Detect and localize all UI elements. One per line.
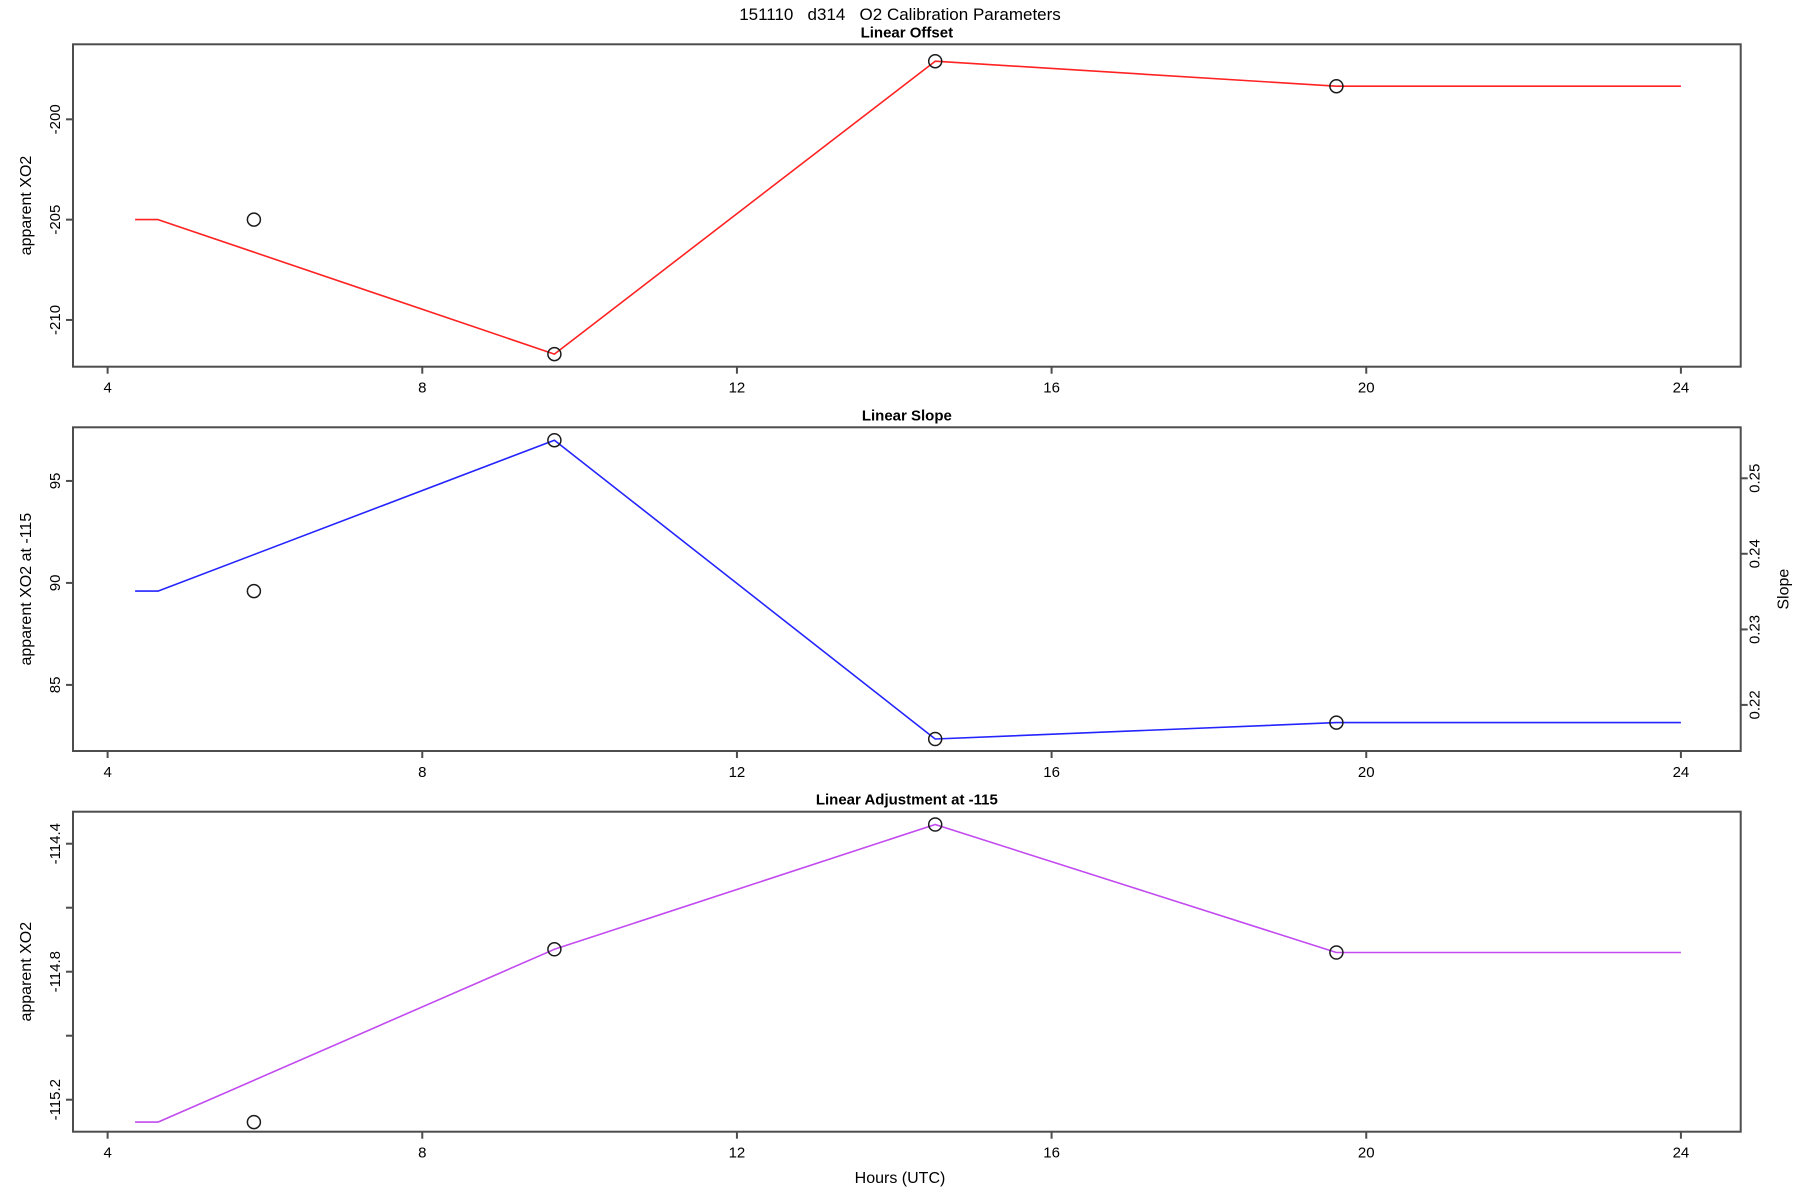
data-marker: [927, 731, 943, 747]
y-axis-label: apparent XO2 at -115: [18, 513, 35, 666]
data-marker: [547, 942, 562, 957]
x-tick-label: 12: [729, 764, 746, 781]
panel-3: Linear Adjustment at -115 4 8 12 16 20 24 -115.…: [18, 792, 1742, 1162]
y-tick-label: 85: [47, 677, 64, 694]
x-tick-label: 24: [1673, 380, 1690, 397]
x-tick-label: 12: [729, 1145, 746, 1162]
x-tick-label: 4: [103, 764, 111, 781]
x-tick-label: 20: [1358, 764, 1375, 781]
right-tick-label: 0.24: [1747, 539, 1764, 568]
x-tick-label: 16: [1043, 1145, 1060, 1162]
data-marker: [246, 1114, 262, 1130]
data-marker: [547, 432, 562, 448]
panel-title: Linear Offset: [861, 24, 954, 41]
right-tick-label: 0.25: [1747, 464, 1764, 493]
data-line: [135, 439, 1681, 740]
y-tick-label: 95: [47, 473, 64, 490]
data-marker: [1329, 78, 1344, 94]
panel-2: Linear Slope 4 8 12 16 20 24 85 90 95 0.22 0.23 0.24…: [18, 407, 1793, 781]
x-tick-label: 20: [1358, 1145, 1375, 1162]
x-tick-label: 8: [418, 764, 426, 781]
panel-title: Linear Adjustment at -115: [816, 792, 998, 809]
figure-title: 151110 d314 O2 Calibration Parameters: [739, 5, 1061, 24]
data-marker: [547, 346, 562, 362]
panel-box: [72, 426, 1742, 752]
y-tick-label: -115.2: [47, 1079, 64, 1120]
x-tick-label: 24: [1673, 764, 1690, 781]
data-line: [135, 60, 1681, 355]
x-tick-label: 16: [1043, 764, 1060, 781]
y-tick-label: 90: [47, 575, 64, 592]
data-marker: [927, 53, 943, 69]
x-tick-label: 4: [103, 1145, 111, 1162]
x-tick-label: 20: [1358, 380, 1375, 397]
y-tick-label: -210: [47, 305, 64, 335]
right-tick-label: 0.23: [1747, 615, 1764, 644]
right-axis-label: Slope: [1776, 569, 1793, 610]
y-tick-label: -114.8: [47, 951, 64, 992]
x-tick-label: 4: [103, 380, 111, 397]
x-tick-label: 8: [418, 1145, 426, 1162]
x-tick-label: 24: [1673, 1145, 1690, 1162]
panel-1: Linear Offset 4 8 12 16 20 24 -210 -205 -200 appar…: [18, 24, 1742, 397]
x-axis-label: Hours (UTC): [854, 1170, 946, 1187]
y-axis-label: apparent XO2: [18, 922, 35, 1022]
data-line: [135, 823, 1681, 1123]
y-axis-label: apparent XO2: [18, 156, 35, 256]
panel-box: [72, 810, 1742, 1133]
x-tick-label: 8: [418, 380, 426, 397]
data-marker: [1329, 715, 1344, 730]
x-tick-label: 16: [1043, 380, 1060, 397]
data-marker: [927, 817, 943, 832]
x-tick-label: 12: [729, 380, 746, 397]
panel-box: [72, 43, 1742, 368]
data-marker: [1329, 945, 1344, 960]
data-marker: [246, 212, 262, 227]
right-tick-label: 0.22: [1747, 690, 1764, 719]
panel-title: Linear Slope: [862, 407, 952, 424]
y-tick-label: -205: [47, 205, 64, 235]
y-tick-label: -200: [47, 104, 64, 134]
data-marker: [246, 583, 262, 599]
y-tick-label: -114.4: [47, 823, 64, 864]
